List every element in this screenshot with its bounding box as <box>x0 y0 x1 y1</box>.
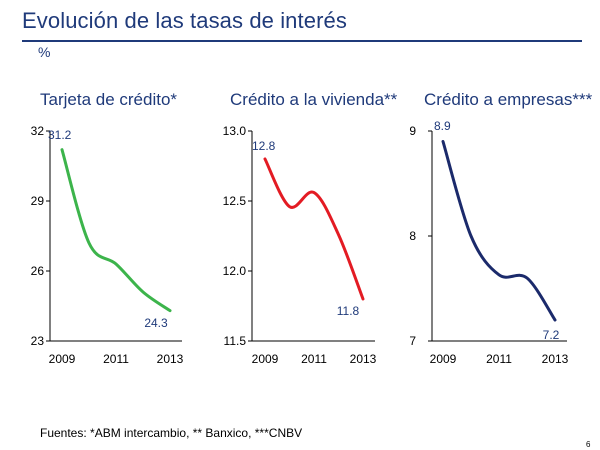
page-number: 6 <box>586 440 591 449</box>
y-tick-label-empresas: 8 <box>409 229 416 243</box>
series-line-empresas <box>441 140 557 322</box>
data-label-start-vivienda: 12.8 <box>252 139 276 153</box>
unit-label: % <box>38 44 51 60</box>
x-tick-label-empresas: 2009 <box>430 352 457 366</box>
series-line-tarjeta <box>60 148 172 313</box>
x-tick-label-tarjeta: 2009 <box>49 352 76 366</box>
data-label-start-tarjeta: 31.2 <box>48 128 72 142</box>
series-line-vivienda <box>263 157 365 301</box>
chart-title-empresas: Crédito a empresas*** <box>424 90 593 109</box>
chart-title-vivienda: Crédito a la vivienda** <box>230 90 398 109</box>
x-tick-label-vivienda: 2011 <box>301 352 327 366</box>
x-tick-label-empresas: 2013 <box>542 352 569 366</box>
data-label-end-empresas: 7.2 <box>543 328 560 342</box>
y-tick-label-tarjeta: 23 <box>31 334 45 348</box>
data-label-end-vivienda: 11.8 <box>337 304 360 318</box>
y-tick-label-tarjeta: 26 <box>31 264 45 278</box>
y-tick-label-empresas: 7 <box>409 334 416 348</box>
sources-footnote: Fuentes: *ABM intercambio, ** Banxico, *… <box>40 426 303 440</box>
x-tick-label-vivienda: 2009 <box>252 352 279 366</box>
x-tick-label-empresas: 2011 <box>486 352 512 366</box>
y-tick-label-vivienda: 12.5 <box>223 194 247 208</box>
y-tick-label-tarjeta: 32 <box>31 124 45 138</box>
slide-title: Evolución de las tasas de interés <box>22 8 347 33</box>
data-label-start-empresas: 8.9 <box>434 119 451 133</box>
chart-title-tarjeta: Tarjeta de crédito* <box>40 90 178 109</box>
x-tick-label-tarjeta: 2011 <box>103 352 129 366</box>
title-divider <box>22 40 582 42</box>
x-tick-label-tarjeta: 2013 <box>157 352 184 366</box>
data-label-end-tarjeta: 24.3 <box>144 316 168 330</box>
y-tick-label-empresas: 9 <box>409 124 416 138</box>
y-tick-label-vivienda: 12.0 <box>223 264 247 278</box>
y-tick-label-tarjeta: 29 <box>31 194 45 208</box>
y-tick-label-vivienda: 11.5 <box>224 334 247 348</box>
y-tick-label-vivienda: 13.0 <box>223 124 247 138</box>
x-tick-label-vivienda: 2013 <box>350 352 377 366</box>
